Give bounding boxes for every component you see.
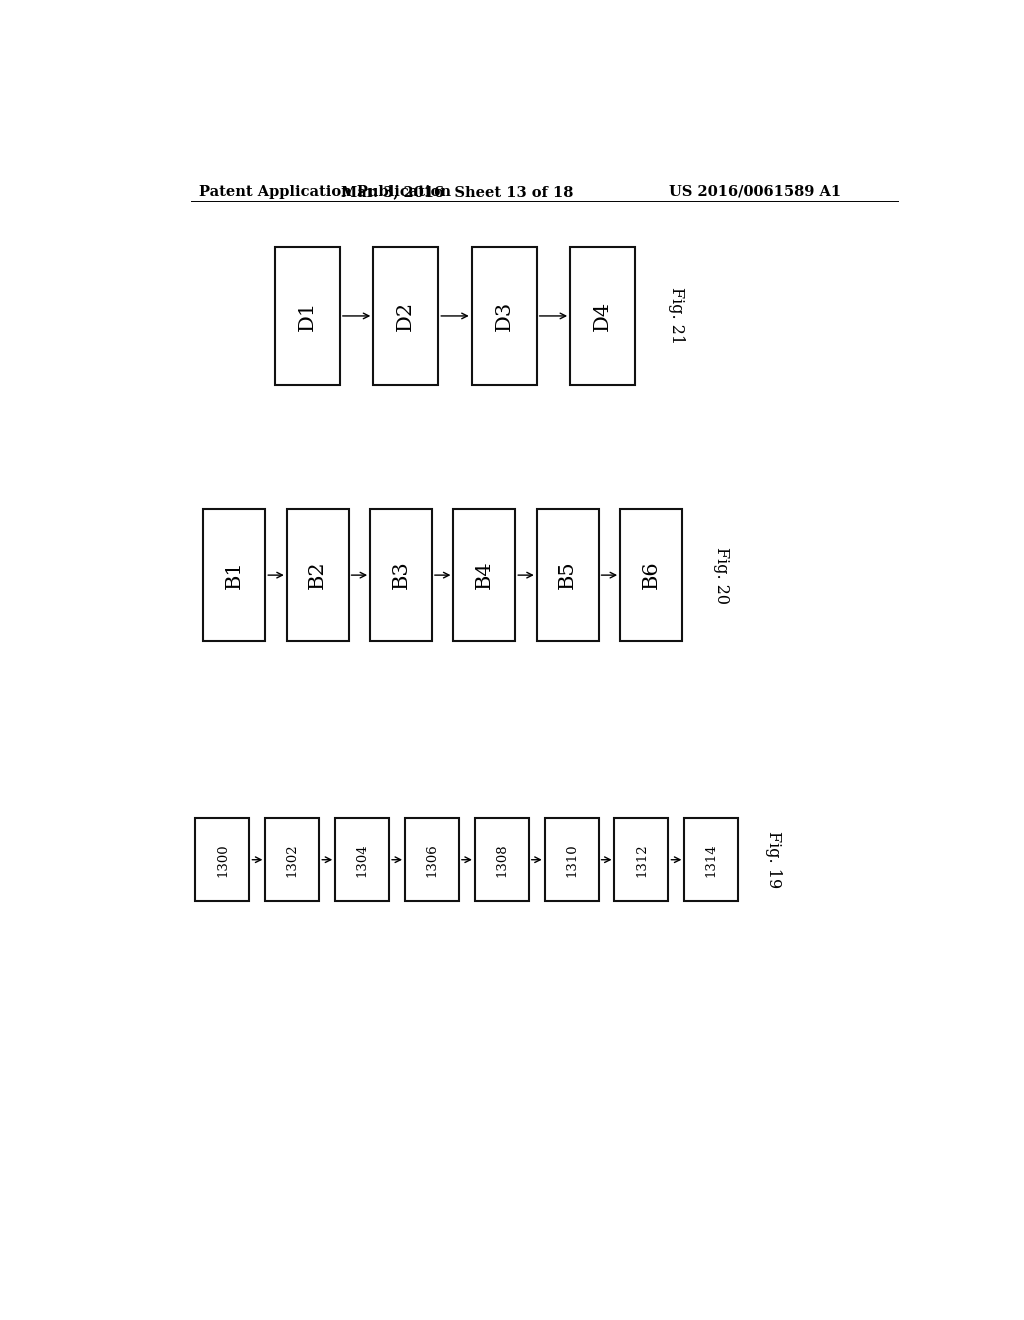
Bar (545, 818, 599, 902)
Bar (472, 247, 537, 384)
Text: 1304: 1304 (355, 843, 369, 876)
Text: Patent Application Publication: Patent Application Publication (200, 185, 452, 199)
Text: D3: D3 (495, 301, 514, 331)
Bar (614, 818, 669, 902)
Text: 1302: 1302 (286, 843, 299, 876)
Text: US 2016/0061589 A1: US 2016/0061589 A1 (669, 185, 841, 199)
Text: Fig. 21: Fig. 21 (668, 288, 685, 345)
Bar (274, 247, 340, 384)
Text: D1: D1 (298, 301, 316, 331)
Bar (335, 818, 389, 902)
Bar (404, 818, 459, 902)
Bar (475, 818, 528, 902)
Text: Fig. 19: Fig. 19 (766, 832, 782, 888)
Bar (265, 818, 319, 902)
Bar (204, 510, 265, 642)
Text: D4: D4 (593, 301, 612, 331)
Bar (684, 818, 738, 902)
Text: B1: B1 (225, 561, 244, 590)
Bar (537, 510, 599, 642)
Bar (570, 247, 635, 384)
Text: Mar. 3, 2016  Sheet 13 of 18: Mar. 3, 2016 Sheet 13 of 18 (341, 185, 573, 199)
Text: Fig. 20: Fig. 20 (713, 546, 730, 603)
Text: B2: B2 (308, 561, 328, 590)
Text: 1300: 1300 (216, 843, 229, 876)
Bar (370, 510, 432, 642)
Text: 1312: 1312 (635, 843, 648, 876)
Bar (287, 510, 348, 642)
Text: B3: B3 (391, 561, 411, 590)
Text: B5: B5 (558, 561, 578, 590)
Text: 1314: 1314 (705, 843, 718, 876)
Text: D2: D2 (396, 301, 416, 331)
Bar (620, 510, 682, 642)
Text: 1306: 1306 (425, 843, 438, 876)
Text: B6: B6 (641, 561, 660, 590)
Bar (373, 247, 438, 384)
Text: 1310: 1310 (565, 843, 579, 876)
Text: 1308: 1308 (496, 843, 508, 876)
Bar (454, 510, 515, 642)
Bar (196, 818, 250, 902)
Text: B4: B4 (475, 561, 494, 590)
